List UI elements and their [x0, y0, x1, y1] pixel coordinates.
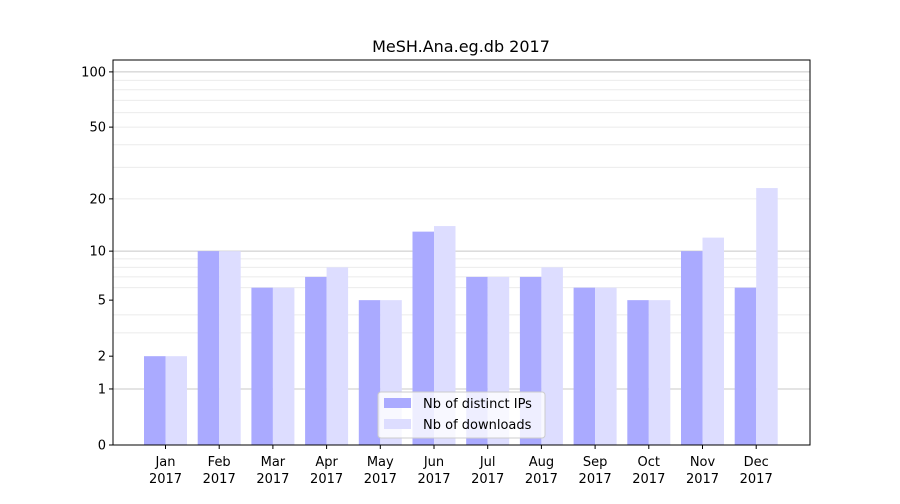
y-tick-label: 50: [89, 121, 106, 136]
legend-box: [377, 391, 546, 439]
plot-frame: [112, 59, 811, 446]
x-tick-label-year: 2017: [256, 472, 289, 487]
bar-distinct-ips: [144, 356, 166, 445]
legend: Nb of distinct IPs Nb of downloads: [377, 391, 546, 439]
bar-downloads: [326, 267, 349, 445]
x-tick-label-month: Mar: [261, 455, 286, 470]
x-tick-label-month: Feb: [208, 455, 231, 470]
x-tick-label-month: Apr: [315, 455, 338, 470]
x-tick-label-month: Dec: [744, 455, 769, 470]
x-tick-label-month: Jul: [479, 455, 496, 470]
y-tick-label: 1: [98, 382, 106, 397]
legend-swatch: [384, 398, 411, 408]
bar-downloads: [219, 251, 241, 445]
bar-downloads: [541, 267, 563, 445]
x-tick-label-year: 2017: [686, 472, 719, 487]
y-tick-label: 10: [89, 245, 106, 260]
y-tick-label: 100: [81, 65, 106, 80]
x-tick-label-year: 2017: [579, 472, 612, 487]
bar-downloads: [595, 287, 617, 445]
bar-downloads: [648, 300, 671, 445]
bar-distinct-ips: [197, 251, 220, 445]
legend-label: Nb of distinct IPs: [423, 397, 532, 412]
bar-distinct-ips: [734, 287, 757, 445]
x-tick-label-month: Oct: [638, 455, 660, 470]
bar-downloads: [756, 188, 778, 445]
x-tick-label-year: 2017: [525, 472, 558, 487]
bar-downloads: [434, 226, 456, 445]
bar-distinct-ips: [681, 251, 703, 445]
x-tick-label-year: 2017: [740, 472, 773, 487]
bar-downloads: [272, 287, 295, 445]
bar-distinct-ips: [251, 287, 273, 445]
x-tick-label-year: 2017: [417, 472, 450, 487]
x-tick-label-year: 2017: [149, 472, 182, 487]
y-tick-label: 0: [98, 439, 106, 454]
x-tick-label-year: 2017: [471, 472, 504, 487]
x-tick-label-month: Sep: [583, 455, 608, 470]
x-tick-label-year: 2017: [364, 472, 397, 487]
x-tick-label-month: Aug: [529, 455, 554, 470]
x-tick-label-year: 2017: [310, 472, 343, 487]
legend-swatch: [384, 419, 411, 429]
y-tick-label: 2: [98, 350, 106, 365]
legend-label: Nb of downloads: [423, 418, 532, 433]
y-tick-label: 5: [98, 294, 106, 309]
x-tick-label-month: May: [367, 455, 394, 470]
y-tick-label: 20: [89, 192, 106, 207]
bar-downloads: [165, 356, 187, 445]
bar-distinct-ips: [358, 300, 381, 445]
x-tick-label-year: 2017: [632, 472, 665, 487]
x-tick-label-year: 2017: [203, 472, 236, 487]
chart-title: MeSH.Ana.eg.db 2017: [372, 37, 550, 56]
x-tick-label-month: Nov: [690, 455, 716, 470]
bar-distinct-ips: [305, 276, 327, 445]
bar-downloads: [702, 237, 724, 445]
x-tick-label-month: Jan: [154, 455, 175, 470]
bar-distinct-ips: [627, 300, 649, 445]
bar-distinct-ips: [573, 287, 596, 445]
x-tick-label-month: Jun: [423, 455, 444, 470]
